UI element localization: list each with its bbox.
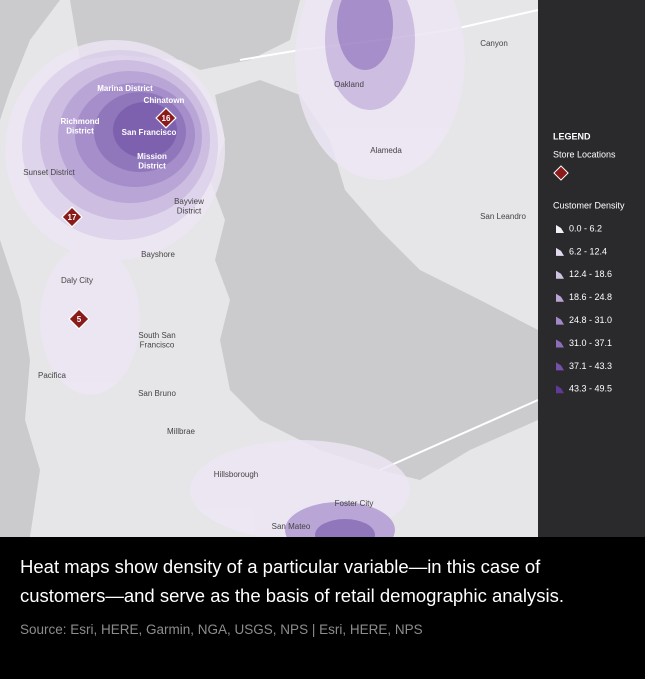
place-label: San Francisco: [122, 128, 177, 137]
place-label: San Bruno: [138, 389, 176, 398]
legend-label: 31.0 - 37.1: [569, 338, 612, 348]
place-line: District: [177, 207, 202, 216]
store-marker: [68, 308, 90, 330]
store-icon: [553, 165, 569, 181]
caption: Heat maps show density of a particular v…: [20, 556, 564, 606]
store-marker: [61, 206, 83, 228]
place-label: Bayview District: [174, 197, 204, 216]
place-line: Canyon: [480, 39, 508, 48]
legend-label: 18.6 - 24.8: [569, 292, 612, 302]
place-label: Canyon: [480, 39, 508, 48]
place-label: Bayshore: [141, 250, 175, 259]
store-label: 16: [162, 114, 171, 123]
legend-label: 43.3 - 49.5: [569, 384, 612, 394]
heat-band: [337, 0, 393, 70]
place-line: District: [66, 127, 94, 136]
place-line: Daly City: [61, 276, 93, 285]
legend-swatch: [556, 247, 564, 256]
legend-panel: [538, 0, 645, 537]
ocean: [0, 240, 40, 537]
legend-heading: Customer Density: [553, 200, 625, 210]
heat: [5, 0, 465, 537]
legend-swatch: [556, 362, 564, 371]
place-label: Sunset District: [23, 168, 75, 177]
place-label: San Mateo: [272, 522, 311, 531]
place-line: Oakland: [334, 80, 364, 89]
bridge: [379, 399, 539, 471]
place-line: San Francisco: [122, 128, 177, 137]
place-line: Mission: [137, 152, 167, 161]
place-label: Foster City: [335, 499, 374, 508]
heat-band: [40, 245, 140, 395]
legend-title: LEGEND: [553, 131, 591, 141]
place-line: Millbrae: [167, 427, 196, 436]
place-line: Bayshore: [141, 250, 175, 259]
place-line: Sunset District: [23, 168, 75, 177]
heat-band: [315, 519, 375, 537]
stores: 16 17 5: [61, 107, 177, 330]
place-line: Marina District: [97, 84, 153, 93]
legend-label: 12.4 - 18.6: [569, 269, 612, 279]
legend-label: 0.0 - 6.2: [569, 223, 602, 233]
place-line: Pacifica: [38, 371, 67, 380]
legend-swatch: [556, 270, 564, 279]
map: Canyon Oakland Alameda San Leandro Marina Di…: [0, 0, 645, 537]
place-label: Chinatown: [144, 96, 185, 105]
place-label: Daly City: [61, 276, 93, 285]
store-label: 17: [68, 213, 77, 222]
place-line: San Bruno: [138, 389, 176, 398]
legend-label: 24.8 - 31.0: [569, 315, 612, 325]
place-line: Chinatown: [144, 96, 185, 105]
place-line: San Mateo: [272, 522, 311, 531]
place-line: South San: [138, 331, 175, 340]
place-label: Pacifica: [38, 371, 67, 380]
legend: LEGEND Store Locations Customer Density …: [553, 131, 625, 393]
legend-swatch: [556, 385, 564, 394]
place-label: San Leandro: [480, 212, 526, 221]
legend-swatch: [556, 316, 564, 325]
legend-heading: Store Locations: [553, 149, 616, 159]
place-line: Foster City: [335, 499, 374, 508]
place-line: Alameda: [370, 146, 402, 155]
place-label: Marina District: [97, 84, 153, 93]
store-marker: [155, 107, 177, 129]
legend-label: 6.2 - 12.4: [569, 246, 607, 256]
legend-swatch: [556, 339, 564, 348]
place-line: Richmond: [60, 117, 99, 126]
place-label: Alameda: [370, 146, 402, 155]
place-line: Francisco: [140, 341, 175, 350]
place-line: District: [138, 162, 166, 171]
place-label: South San Francisco: [138, 331, 175, 350]
place-label: Mission District: [137, 152, 167, 171]
bay: [210, 80, 538, 480]
water: [0, 0, 60, 120]
place-label: Millbrae: [167, 427, 196, 436]
place-line: San Leandro: [480, 212, 526, 221]
store-label: 5: [77, 315, 82, 324]
legend-label: 37.1 - 43.3: [569, 361, 612, 371]
place-line: Bayview: [174, 197, 204, 206]
source: Source: Esri, HERE, Garmin, NGA, USGS, N…: [20, 622, 423, 637]
legend-swatch: [556, 293, 564, 302]
place-line: Hillsborough: [214, 470, 258, 479]
places: Canyon Oakland Alameda San Leandro Marina Di…: [23, 39, 526, 531]
place-label: Hillsborough: [214, 470, 258, 479]
place-label: Richmond District: [60, 117, 99, 136]
place-label: Oakland: [334, 80, 364, 89]
legend-swatch: [556, 225, 564, 233]
